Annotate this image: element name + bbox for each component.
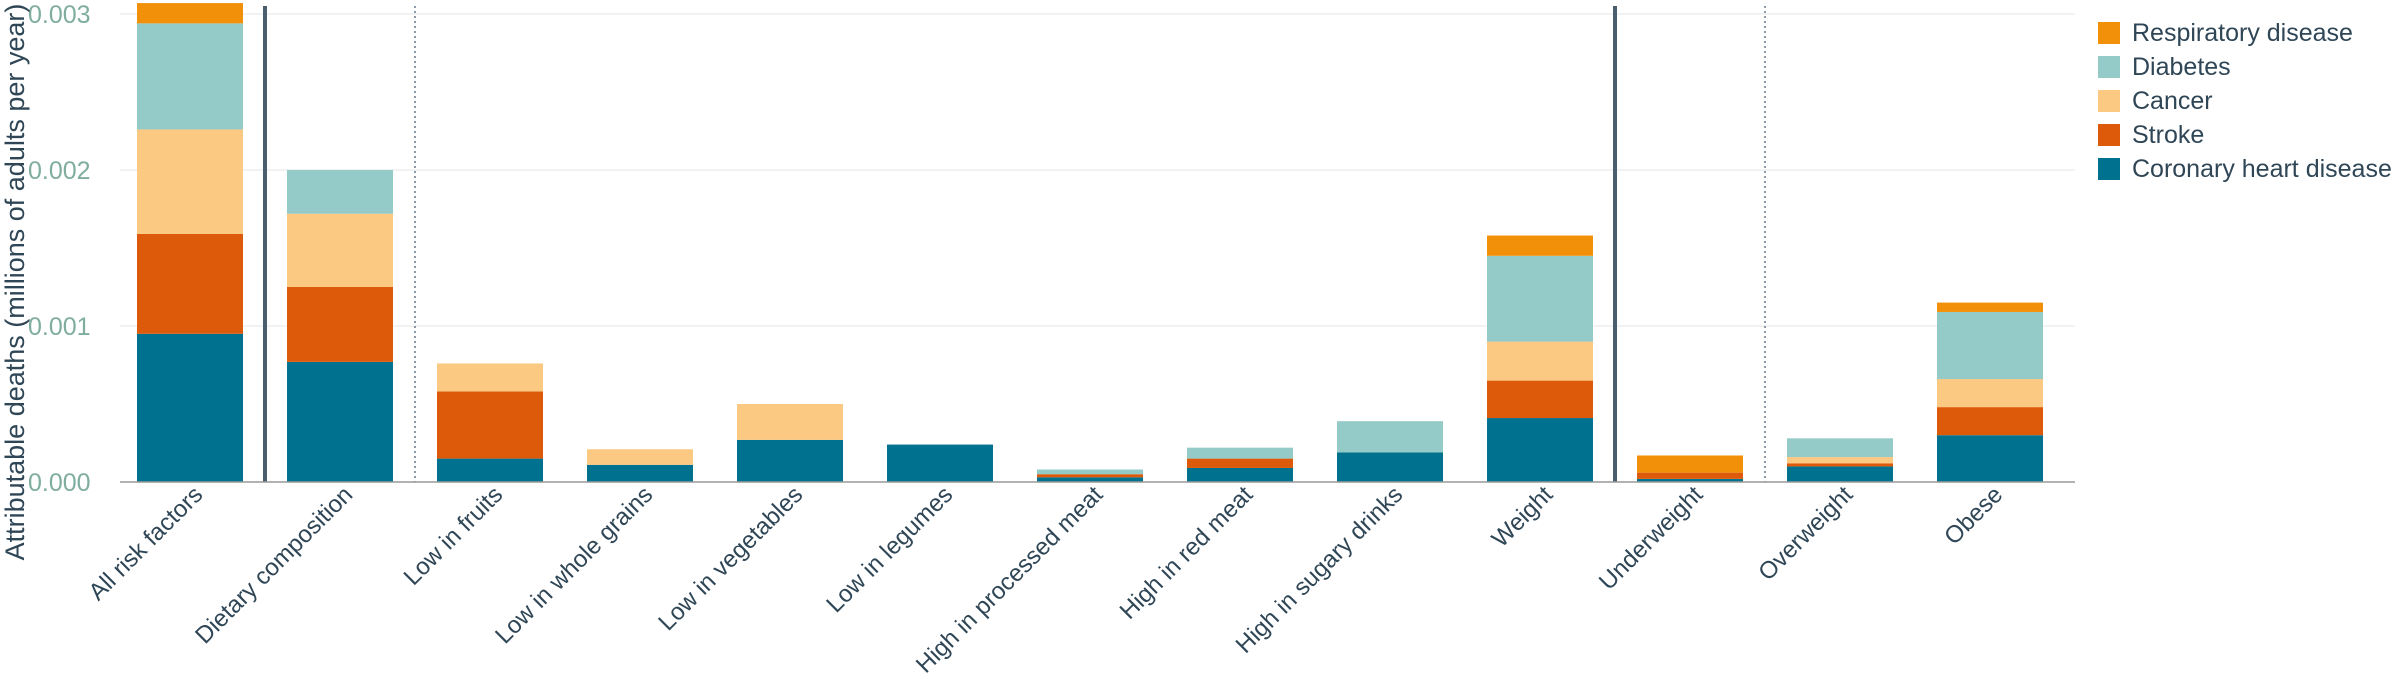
bar-segment <box>587 449 693 465</box>
x-tick-label: All risk factors <box>84 481 209 606</box>
bar-segment <box>287 287 393 362</box>
bar-segment <box>1787 457 1893 464</box>
legend: Respiratory disease Diabetes Cancer Stroke C… <box>2098 19 2392 183</box>
bar-segment <box>137 3 243 24</box>
legend-label: Coronary heart disease <box>2132 155 2392 183</box>
x-tick-label: High in sugary drinks <box>1231 481 1409 659</box>
x-tick-label: Obese <box>1939 481 2008 550</box>
x-tick-label: Low in whole grains <box>490 481 658 649</box>
bars <box>137 3 2043 482</box>
bar-segment <box>1487 418 1593 482</box>
legend-swatch <box>2098 158 2120 180</box>
bar-segment <box>887 444 993 482</box>
bar-segment <box>287 213 393 287</box>
bar-segment <box>1937 311 2043 380</box>
y-tick-label: 0.001 <box>28 313 91 341</box>
bar-segment <box>287 170 393 214</box>
bar-segment <box>1937 407 2043 436</box>
bar-segment <box>437 391 543 459</box>
legend-swatch <box>2098 90 2120 112</box>
bar-segment <box>1937 302 2043 312</box>
x-tick-label: Low in vegetables <box>653 481 808 636</box>
bar-segment <box>1637 455 1743 473</box>
y-axis-ticks: 0.000 0.001 0.002 0.003 <box>28 1 91 497</box>
bar-segment <box>1937 379 2043 408</box>
y-axis-label: Attributable deaths (millions of adults … <box>0 4 30 561</box>
bar-segment <box>1487 235 1593 256</box>
legend-swatch <box>2098 124 2120 146</box>
x-tick-label: Dietary composition <box>190 481 358 649</box>
bar-segment <box>1337 452 1443 482</box>
y-tick-label: 0.002 <box>28 157 91 185</box>
x-tick-label: Weight <box>1487 481 1559 553</box>
bar-segment <box>1187 458 1293 468</box>
legend-swatch <box>2098 22 2120 44</box>
bar-segment <box>587 464 693 482</box>
bar-segment <box>137 333 243 482</box>
bar-segment <box>137 23 243 130</box>
bar-segment <box>1487 255 1593 342</box>
legend-swatch <box>2098 56 2120 78</box>
x-tick-label: High in red meat <box>1115 481 1259 625</box>
bar-segment <box>1337 421 1443 453</box>
legend-label: Diabetes <box>2132 53 2231 81</box>
bar-segment <box>1787 466 1893 482</box>
bar-segment <box>1787 438 1893 458</box>
bar-segment <box>1937 435 2043 482</box>
bar-segment <box>1637 478 1743 482</box>
bar-segment <box>137 129 243 234</box>
bar-segment <box>437 458 543 482</box>
gridlines <box>120 13 2075 327</box>
x-tick-label: Low in fruits <box>399 481 509 591</box>
bar-segment <box>1037 477 1143 482</box>
legend-label: Respiratory disease <box>2132 19 2353 47</box>
bar-segment <box>737 404 843 440</box>
bar-segment <box>287 361 393 482</box>
bar-segment <box>137 233 243 334</box>
legend-label: Stroke <box>2132 121 2204 149</box>
bar-segment <box>437 363 543 392</box>
bar-segment <box>1037 469 1143 475</box>
bar-segment <box>1487 341 1593 381</box>
bar-segment <box>1187 447 1293 459</box>
bar-segment <box>1787 463 1893 467</box>
group-dividers <box>263 6 1766 482</box>
legend-label: Cancer <box>2132 87 2213 115</box>
x-tick-label: Overweight <box>1753 481 1858 586</box>
y-tick-label: 0.000 <box>28 469 91 497</box>
bar-segment <box>1487 380 1593 419</box>
bar-segment <box>1037 474 1143 478</box>
x-tick-label: Low in legumes <box>821 481 958 618</box>
bar-segment <box>1637 472 1743 479</box>
bar-segment <box>1187 467 1293 482</box>
bar-segment <box>737 439 843 482</box>
y-tick-label: 0.003 <box>28 1 91 29</box>
x-tick-label: Underweight <box>1594 481 1709 596</box>
